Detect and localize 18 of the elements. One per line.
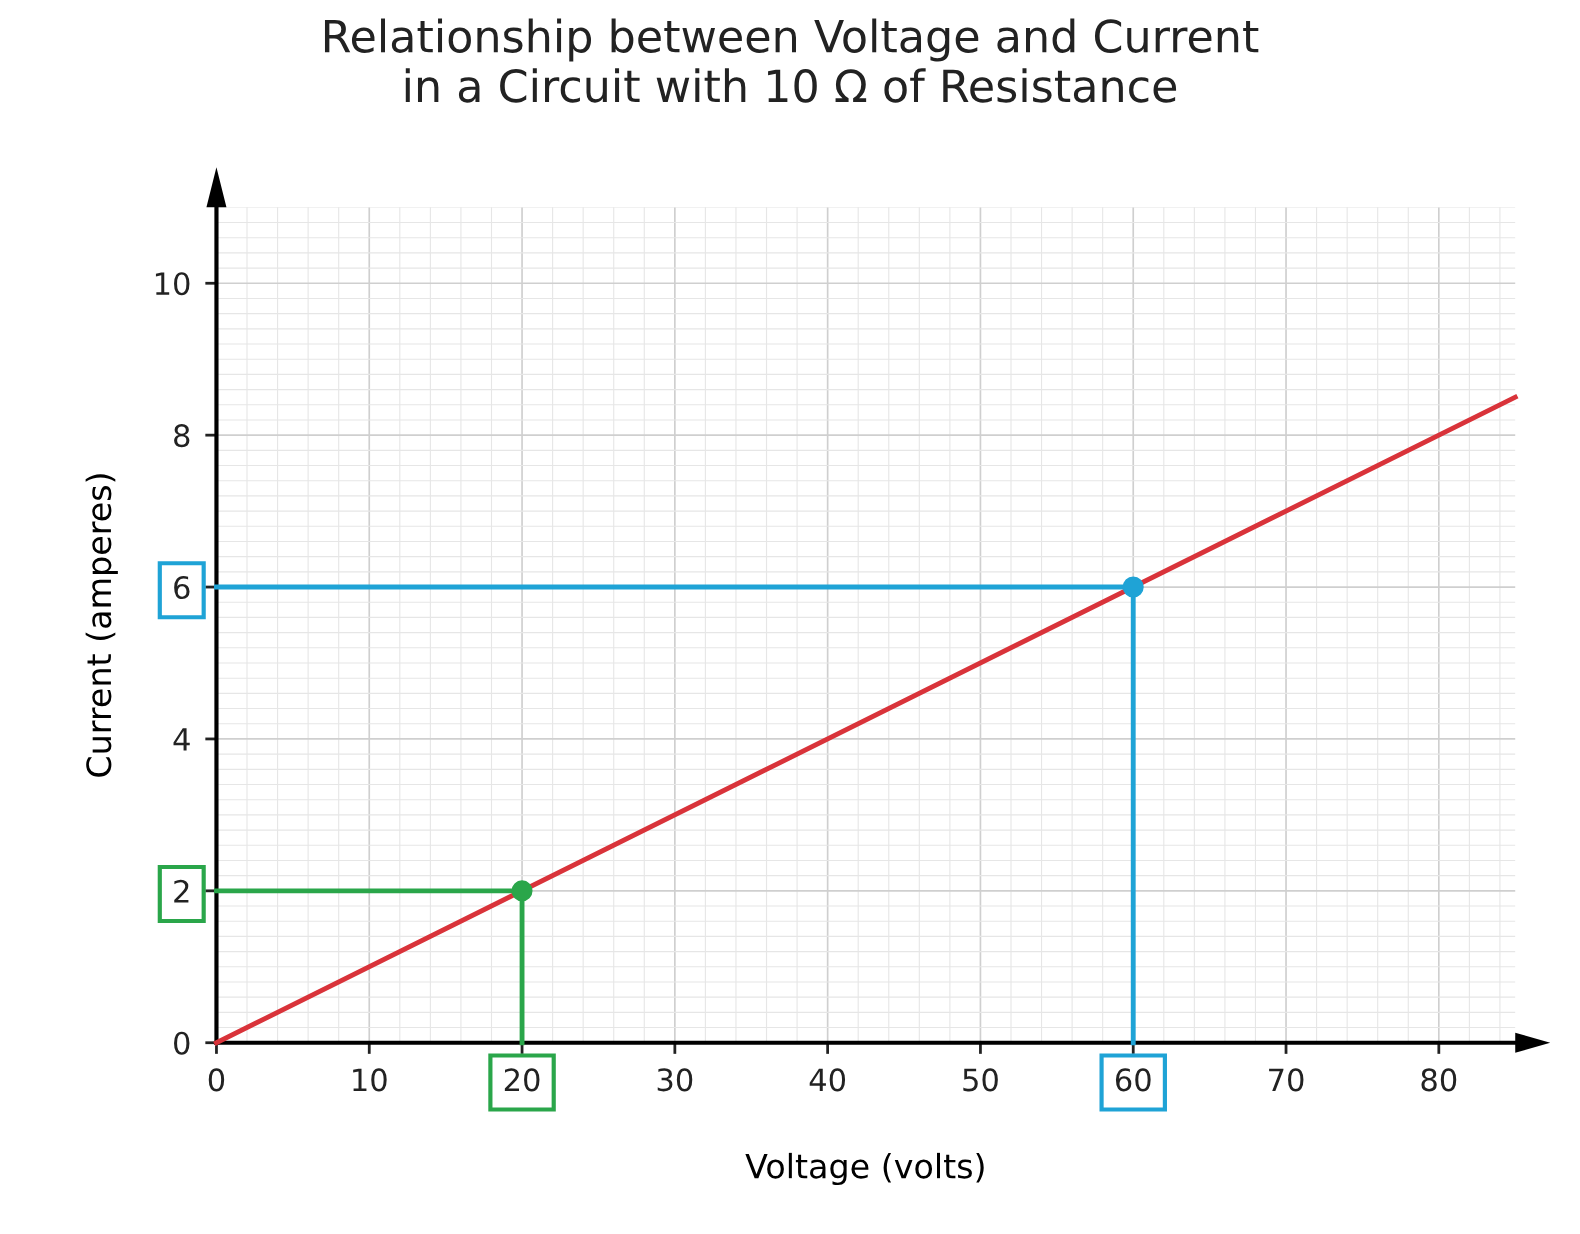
x-tick-label: 10	[353, 1068, 387, 1092]
x-tick-label: 80	[1421, 1068, 1457, 1092]
x-tick-label: 50	[963, 1068, 998, 1092]
x-tick-label: 40	[809, 1068, 846, 1092]
x-tick-label: 0	[208, 1068, 225, 1092]
y-tick-label: 8	[174, 424, 190, 448]
chart-title: Relationship between Voltage and Current in a Circuit with 10 Ω of Resistance	[324, 18, 1259, 103]
y-axis-title: Current (amperes)	[85, 474, 118, 777]
y-tick-label: 6	[174, 575, 190, 600]
x-tick-label: 70	[1269, 1068, 1304, 1092]
y-tick-label: 10	[155, 272, 190, 296]
y-tick-label: 0	[174, 1031, 190, 1055]
x-tick-label: 20	[504, 1068, 540, 1092]
y-tick-label: 4	[173, 728, 190, 751]
x-tick-label: 60	[1115, 1068, 1151, 1092]
x-tick-label: 30	[657, 1068, 693, 1092]
y-tick-label: 2	[174, 879, 189, 903]
x-axis-title: Voltage (volts)	[745, 1152, 984, 1186]
